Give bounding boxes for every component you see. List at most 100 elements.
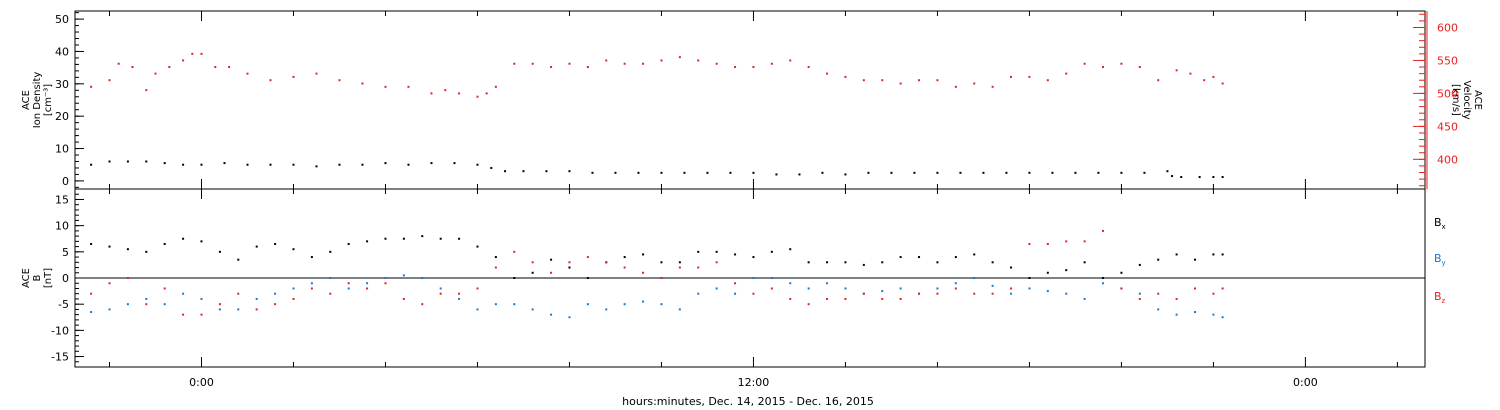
bz-point — [237, 292, 240, 295]
density-point — [890, 171, 893, 174]
by-point — [881, 290, 884, 293]
by-point — [329, 277, 332, 279]
bz-point — [182, 313, 185, 316]
bz-point — [973, 292, 976, 295]
density-series — [90, 160, 1224, 179]
velocity-point — [228, 66, 231, 69]
by-point — [1194, 311, 1197, 314]
density-point — [1120, 171, 1123, 174]
by-point — [1046, 290, 1049, 293]
by-point — [936, 287, 939, 290]
bz-point — [402, 297, 405, 300]
velocity-series — [90, 52, 1224, 98]
density-point — [752, 171, 755, 174]
bz-point — [954, 287, 957, 290]
bx-point — [1120, 271, 1123, 274]
by-point — [255, 297, 258, 300]
density-axis-title-line-1: ACE — [21, 90, 32, 110]
density-point — [269, 163, 272, 166]
field-axis-title: ACE B [nT] — [21, 268, 54, 288]
density-point — [1028, 171, 1031, 174]
density-point — [1143, 171, 1146, 174]
by-point — [310, 282, 313, 285]
bz-point — [1175, 297, 1178, 300]
by-point — [1010, 292, 1013, 295]
bz-point — [918, 292, 921, 295]
bx-point — [973, 253, 976, 256]
by-point — [568, 316, 571, 319]
bz-point — [881, 297, 884, 300]
bz-point — [678, 266, 681, 269]
field-axis-y-tick-label: 15 — [55, 193, 69, 206]
velocity-point — [1028, 75, 1031, 78]
velocity-point — [531, 62, 534, 65]
bx-point — [90, 242, 93, 245]
bz-point — [90, 292, 93, 295]
velocity-point — [200, 52, 203, 55]
bz-point — [163, 287, 166, 290]
bx-point — [752, 256, 755, 259]
legend-by-label: B — [1434, 252, 1442, 265]
bx-point — [439, 237, 442, 240]
velocity-axis-title-line-2: Velocity — [1461, 80, 1472, 119]
velocity-point — [568, 62, 571, 65]
density-point — [660, 171, 663, 174]
by-point — [1212, 313, 1215, 316]
by-point — [1138, 292, 1141, 295]
field-axis-title-line-1: ACE — [21, 268, 32, 288]
density-point — [568, 170, 571, 173]
density-point — [200, 163, 203, 166]
legend: Bx By Bz — [1434, 216, 1446, 305]
legend-bz-label: B — [1434, 290, 1442, 303]
density-axis-y-tick-label: 40 — [55, 45, 69, 58]
bz-point — [734, 282, 737, 285]
legend-by-subscript: y — [1442, 259, 1446, 267]
bx-point — [660, 261, 663, 264]
velocity-point — [1083, 62, 1086, 65]
velocity-point — [770, 62, 773, 65]
magnetic-field-panel: -15 -10 -5 0 5 10 15 — [51, 188, 1426, 368]
bz-point — [991, 292, 994, 295]
bz-point — [550, 271, 553, 274]
bz-point — [826, 297, 829, 300]
bx-point — [1046, 271, 1049, 274]
bz-point — [1194, 287, 1197, 290]
by-point — [844, 287, 847, 290]
density-point — [1212, 176, 1215, 179]
density-point — [591, 171, 594, 174]
bz-point — [1028, 242, 1031, 245]
velocity-point — [494, 85, 497, 88]
field-axis-title-line-2: B — [32, 274, 43, 281]
bz-point — [200, 313, 203, 316]
bz-point — [1212, 292, 1215, 295]
velocity-point — [844, 75, 847, 78]
bx-point — [237, 258, 240, 261]
bz-point — [531, 261, 534, 264]
bx-point — [862, 263, 865, 266]
bz-point — [1046, 242, 1049, 245]
bx-point — [642, 253, 645, 256]
bx-point — [881, 261, 884, 264]
velocity-point — [826, 72, 829, 75]
bx-point — [421, 235, 424, 238]
density-point — [126, 160, 129, 163]
velocity-point — [752, 66, 755, 69]
velocity-point — [338, 79, 341, 82]
x-tick-label-0000-day1: 0:00 — [189, 376, 214, 389]
bx-point — [218, 250, 221, 253]
velocity-point — [168, 66, 171, 69]
velocity-point — [145, 89, 148, 92]
bz-point — [218, 303, 221, 306]
by-point — [274, 292, 277, 295]
density-point — [959, 171, 962, 174]
by-point — [1028, 287, 1031, 290]
velocity-point — [315, 72, 318, 75]
velocity-point — [1157, 79, 1160, 82]
by-point — [292, 287, 295, 290]
velocity-point — [485, 92, 488, 95]
velocity-point — [623, 62, 626, 65]
bz-point — [292, 297, 295, 300]
density-point — [867, 171, 870, 174]
velocity-point — [269, 79, 272, 82]
bz-point — [476, 287, 479, 290]
